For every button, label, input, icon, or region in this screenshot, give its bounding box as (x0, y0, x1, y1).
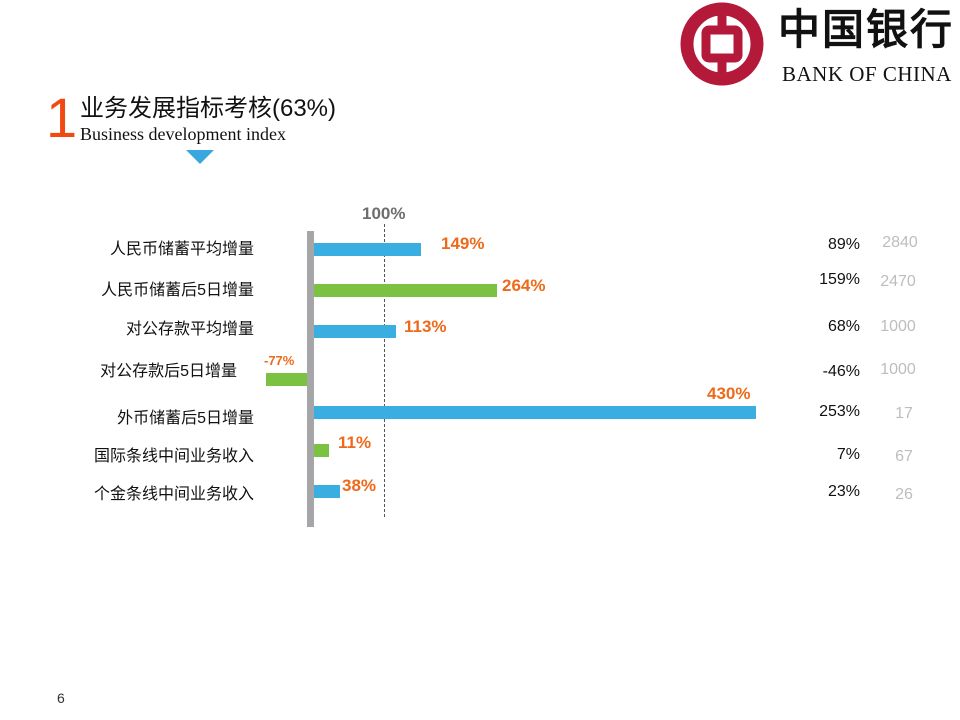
ratio-value: -46% (822, 363, 860, 380)
ratio-value: 253% (819, 403, 860, 420)
triangle-down-icon (186, 150, 214, 164)
category-label: 外币储蓄后5日增量 (117, 410, 254, 427)
reference-line-label: 100% (362, 204, 406, 223)
bar (314, 444, 329, 457)
category-label: 国际条线中间业务收入 (93, 448, 254, 465)
target-value: 1000 (880, 361, 916, 378)
value-label: 38% (342, 476, 377, 495)
value-label: -77% (264, 353, 295, 368)
target-value: 1000 (880, 318, 916, 335)
bank-of-china-logo: 中国银行 BANK OF CHINA (680, 2, 960, 86)
bar (314, 406, 756, 419)
ratio-value: 159% (819, 271, 860, 288)
category-label: 对公存款平均增量 (125, 321, 254, 338)
target-value: 2840 (882, 234, 918, 251)
value-label: 113% (404, 317, 447, 336)
section-number: 1 (46, 86, 78, 149)
target-value: 2470 (880, 273, 916, 290)
category-label: 人民币储蓄后5日增量 (101, 282, 254, 299)
bar (314, 284, 497, 297)
logo-english-name: BANK OF CHINA (782, 62, 952, 86)
section-subtitle: Business development index (80, 124, 286, 144)
ratio-value: 7% (836, 446, 860, 463)
bank-of-china-emblem-icon (680, 2, 764, 86)
ratio-value: 89% (827, 236, 860, 253)
bar (314, 485, 340, 498)
category-label: 对公存款后5日增量 (100, 363, 237, 380)
target-value: 67 (895, 448, 913, 465)
bar (314, 243, 421, 256)
target-value: 17 (895, 405, 913, 422)
category-label: 个金条线中间业务收入 (93, 486, 254, 503)
ratio-value: 23% (827, 483, 860, 500)
chart-axis (307, 231, 314, 527)
ratio-value: 68% (827, 318, 860, 335)
value-label: 149% (441, 234, 485, 253)
page-number: 6 (57, 690, 65, 706)
category-label: 人民币储蓄平均增量 (109, 241, 254, 258)
bar (266, 373, 307, 386)
value-label: 264% (502, 276, 546, 295)
value-label: 430% (707, 384, 751, 403)
reference-line-100 (384, 224, 385, 517)
logo-chinese-name: 中国银行 (778, 5, 955, 54)
section-title: 业务发展指标考核(63%) (80, 95, 337, 122)
value-label: 11% (338, 433, 372, 452)
bar (314, 325, 396, 338)
target-value: 26 (895, 486, 913, 503)
